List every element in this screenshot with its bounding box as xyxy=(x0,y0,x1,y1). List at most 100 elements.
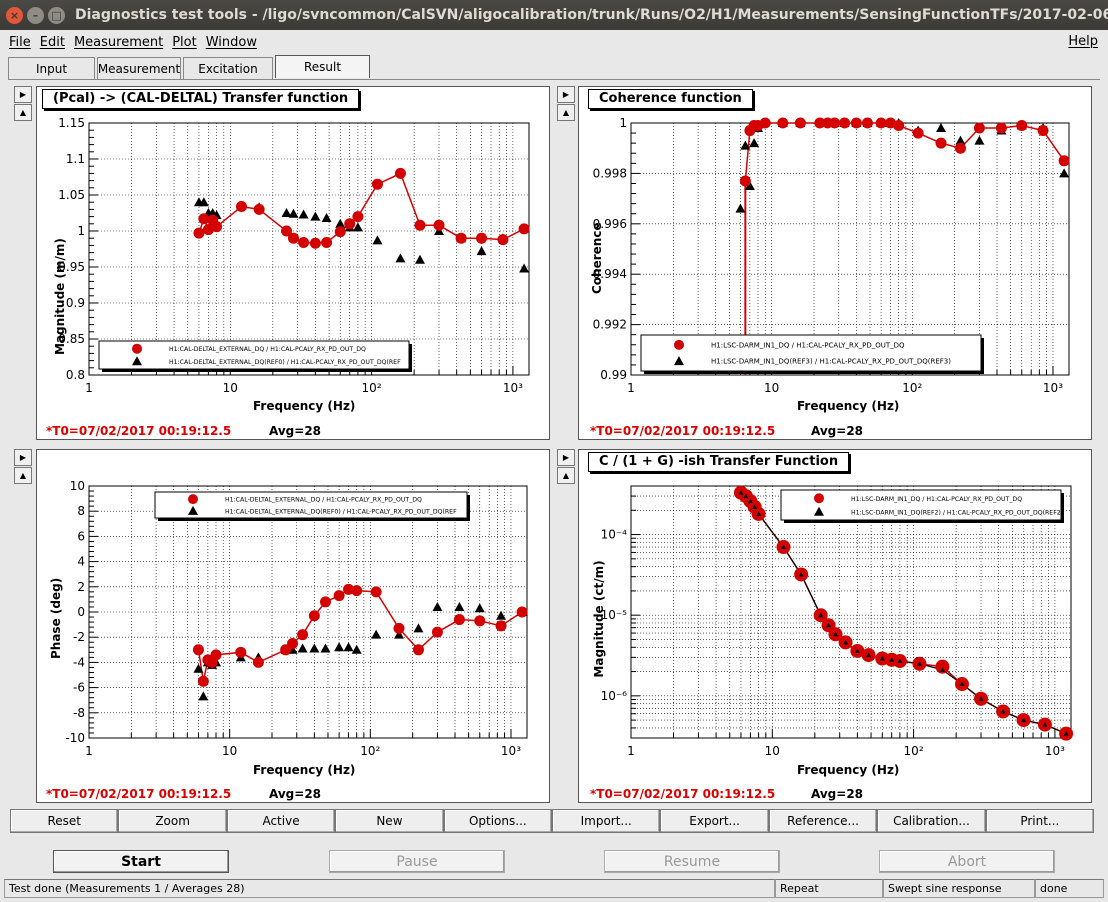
data-point-ref xyxy=(352,222,363,232)
x-tick-label: 10² xyxy=(362,381,382,395)
new-button[interactable]: New xyxy=(335,809,444,833)
data-point-ref xyxy=(335,218,346,228)
data-point-ref xyxy=(879,656,885,661)
close-icon[interactable]: × xyxy=(6,6,23,24)
avg-count: Avg=28 xyxy=(811,424,864,438)
data-point-ref xyxy=(351,644,362,654)
pad3-up-icon[interactable]: ▲ xyxy=(14,467,32,484)
calibration-button[interactable]: Calibration... xyxy=(877,809,986,833)
reset-button[interactable]: Reset xyxy=(10,809,119,833)
magnitude-plot: 1 10 10² 10³ 0.8 0.85 0.9 0.95 1 1.05 1.1 1.15 H1:CA… xyxy=(58,116,530,395)
data-point-main xyxy=(370,586,382,598)
data-point-main xyxy=(1016,120,1028,132)
y-tick-label: 1.15 xyxy=(58,116,85,130)
y-tick-label: -10 xyxy=(65,731,85,745)
pause-button[interactable]: Pause xyxy=(329,850,505,873)
data-point-main xyxy=(912,127,924,139)
status-state: done xyxy=(1035,879,1104,898)
y-tick-label: 0.9 xyxy=(66,296,85,310)
data-point-ref xyxy=(193,663,204,673)
legend-marker-main xyxy=(814,493,824,504)
data-point-ref xyxy=(334,642,345,652)
status-repeat: Repeat xyxy=(775,879,883,898)
data-point-main xyxy=(518,223,530,235)
tab-input[interactable]: Input xyxy=(8,57,95,79)
data-point-ref xyxy=(743,493,749,499)
x-tick-label: 1 xyxy=(627,381,635,395)
data-point-main xyxy=(1037,125,1049,137)
data-point-ref xyxy=(519,263,530,273)
options-button[interactable]: Options... xyxy=(443,809,553,833)
import-button[interactable]: Import... xyxy=(552,809,661,833)
pad3-next-icon[interactable]: ▶ xyxy=(14,449,32,466)
series-line-main xyxy=(198,172,525,244)
pad4-next-icon[interactable]: ▶ xyxy=(557,449,575,466)
data-point-main xyxy=(298,237,310,249)
maximize-icon[interactable]: □ xyxy=(48,6,65,24)
start-button[interactable]: Start xyxy=(53,850,229,873)
plot-pad-sensing[interactable]: C / (1 + G) -ish Transfer Function 1 10 10… xyxy=(578,449,1092,803)
legend-entry: H1:LSC-DARM_IN1_DQ(REF2) / H1:CAL-PCALY_… xyxy=(851,509,1063,516)
menu-help[interactable]: Help xyxy=(1068,34,1098,49)
x-axis-label: Frequency (Hz) xyxy=(797,399,900,413)
reference-button[interactable]: Reference... xyxy=(768,809,878,833)
data-point-ref xyxy=(1021,717,1027,723)
data-point-main xyxy=(839,117,851,129)
minimize-icon[interactable]: – xyxy=(27,6,44,24)
data-point-ref xyxy=(747,498,753,504)
tab-result[interactable]: Result xyxy=(275,55,370,78)
pad4-up-icon[interactable]: ▲ xyxy=(557,467,575,484)
data-point-main xyxy=(211,221,223,233)
legend-entry: H1:LSC-DARM_IN1_DQ / H1:CAL-PCALY_RX_PD_… xyxy=(851,496,1022,503)
data-point-ref xyxy=(395,253,406,263)
tab-excitation[interactable]: Excitation xyxy=(183,57,273,79)
legend-entry: H1:CAL-DELTAL_EXTERNAL_DQ(REF0) / H1:CAL… xyxy=(225,508,457,515)
data-point-ref xyxy=(780,544,786,550)
data-point-main xyxy=(287,638,299,649)
data-point-ref xyxy=(752,504,758,509)
legend-marker-ref xyxy=(188,505,198,515)
plot-pad-coherence[interactable]: Coherence function 1 10 10² 10³ 0.99 0.992 0.9… xyxy=(578,86,1092,440)
window-title: Diagnostics test tools - /ligo/svncommon… xyxy=(75,7,1108,23)
data-point-ref xyxy=(372,235,383,245)
export-button[interactable]: Export... xyxy=(660,809,769,833)
series-line-main xyxy=(197,588,523,682)
print-button[interactable]: Print... xyxy=(985,809,1095,833)
menu-file[interactable]: File xyxy=(9,34,31,50)
data-point-main xyxy=(252,656,264,668)
y-axis-label: Phase (deg) xyxy=(49,577,63,659)
legend-entry: H1:CAL-DELTAL_EXTERNAL_DQ / H1:CAL-PCALY… xyxy=(169,346,366,353)
data-point-main xyxy=(352,211,364,223)
x-tick-label: 10 xyxy=(223,381,238,395)
resume-button[interactable]: Resume xyxy=(604,850,780,873)
menu-window[interactable]: Window xyxy=(205,34,257,50)
menu-plot[interactable]: Plot xyxy=(172,34,197,50)
y-tick-label: 10⁻⁴ xyxy=(601,528,628,542)
plot-pad-phase[interactable]: 1 10 10² 10³ -10 -8 -6 -4 -2 0 2 4 6 8 10 H1:CAL-DELTAL… xyxy=(36,449,550,803)
y-tick-label: 1.1 xyxy=(66,152,85,166)
data-point-main xyxy=(476,232,488,244)
pad2-next-icon[interactable]: ▶ xyxy=(557,86,575,103)
menubar: File Edit Measurement Plot Window Help xyxy=(0,30,1108,54)
data-point-main xyxy=(334,226,346,238)
pad1-up-icon[interactable]: ▲ xyxy=(14,104,32,121)
zoom-button[interactable]: Zoom xyxy=(118,809,227,833)
data-point-main xyxy=(777,117,789,129)
active-button[interactable]: Active xyxy=(226,809,336,833)
data-point-main xyxy=(414,219,426,231)
pad1-next-icon[interactable]: ▶ xyxy=(14,86,32,103)
t0-timestamp: *T0=07/02/2017 00:19:12.5 xyxy=(46,787,232,801)
y-tick-label: -6 xyxy=(73,681,85,695)
abort-button[interactable]: Abort xyxy=(879,850,1055,873)
menu-edit[interactable]: Edit xyxy=(39,34,65,50)
data-point-ref xyxy=(1059,168,1070,178)
pad2-up-icon[interactable]: ▲ xyxy=(557,104,575,121)
y-tick-label: 2 xyxy=(77,580,85,594)
tab-measurement[interactable]: Measurement xyxy=(97,57,181,79)
data-point-ref xyxy=(832,631,838,637)
legend-box xyxy=(780,489,1062,521)
data-point-ref xyxy=(1063,731,1069,736)
y-tick-label: 0.99 xyxy=(600,368,627,382)
menu-measurement[interactable]: Measurement xyxy=(73,34,164,50)
plot-pad-magnitude[interactable]: (Pcal) -> (CAL-DELTAL) Transfer function… xyxy=(36,86,550,440)
